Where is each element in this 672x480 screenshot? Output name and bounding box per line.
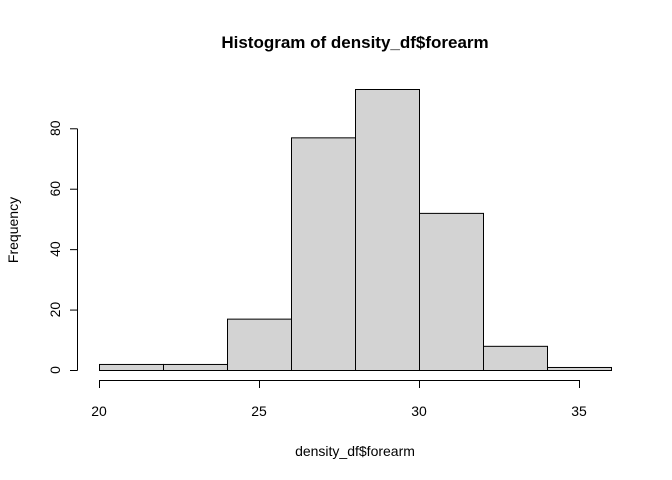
x-tick-label-0: 20 bbox=[91, 403, 107, 419]
x-tick-label-3: 35 bbox=[571, 403, 587, 419]
y-axis-label: Frequency bbox=[5, 197, 21, 263]
histogram-bar-5 bbox=[419, 212, 484, 371]
histogram-bar-1 bbox=[163, 363, 228, 372]
y-tick-label-1: 20 bbox=[47, 302, 63, 318]
chart-title: Histogram of density_df$forearm bbox=[221, 33, 488, 52]
y-tick-label-3: 60 bbox=[47, 181, 63, 197]
histogram-bar-3 bbox=[291, 137, 356, 371]
x-axis-label: density_df$forearm bbox=[295, 443, 415, 459]
y-tick-label-0: 0 bbox=[47, 366, 63, 374]
x-tick-label-2: 30 bbox=[411, 403, 427, 419]
histogram-bar-2 bbox=[227, 318, 292, 371]
x-tick-label-1: 25 bbox=[251, 403, 267, 419]
x-axis: 20 25 30 35 bbox=[91, 380, 587, 419]
histogram-bar-0 bbox=[99, 363, 164, 372]
bars-group bbox=[99, 89, 612, 372]
y-tick-label-4: 80 bbox=[47, 120, 63, 136]
y-tick-label-2: 40 bbox=[47, 241, 63, 257]
histogram-bar-4 bbox=[355, 89, 420, 371]
histogram-bar-6 bbox=[483, 345, 548, 371]
y-axis: 0 20 40 60 80 bbox=[47, 120, 78, 374]
histogram-bar-7 bbox=[547, 366, 612, 371]
